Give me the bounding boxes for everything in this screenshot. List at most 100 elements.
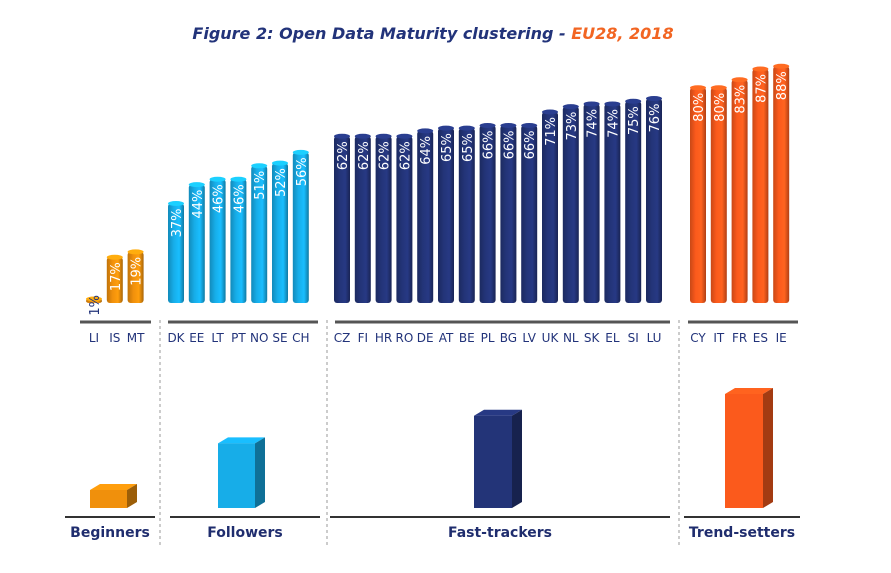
bar-LV	[521, 125, 538, 304]
bar-top	[354, 133, 371, 139]
box-side	[127, 484, 137, 508]
box-front	[218, 443, 255, 508]
title-highlight: EU28, 2018	[571, 24, 673, 43]
data-label: 65%	[461, 133, 476, 162]
bar-SI	[625, 101, 642, 303]
group-label: Beginners	[70, 525, 150, 541]
tick-label: BG	[500, 331, 517, 345]
data-label: 62%	[378, 141, 393, 170]
bar-top	[292, 149, 309, 155]
tick-label: IS	[109, 331, 120, 345]
tick-label: AT	[439, 331, 454, 345]
tick-label: LI	[89, 331, 99, 345]
bar-PT	[230, 179, 247, 303]
chart-title: Figure 2: Open Data Maturity clustering …	[192, 24, 673, 43]
bar-top	[752, 66, 769, 72]
bar-DE	[417, 130, 434, 303]
data-label: 46%	[232, 184, 247, 213]
bar-top	[272, 160, 288, 166]
data-label: 88%	[775, 71, 790, 100]
data-label: 80%	[713, 93, 728, 122]
bar-IE	[773, 66, 790, 303]
data-label: 1%	[88, 295, 103, 316]
bar-DK	[168, 203, 184, 303]
data-label: 76%	[648, 104, 663, 133]
title-main: Figure 2: Open Data Maturity clustering …	[192, 24, 571, 43]
bar-top	[710, 85, 727, 91]
data-label: 87%	[754, 74, 769, 103]
box-side	[255, 437, 265, 508]
tick-label: FI	[358, 331, 368, 345]
tick-label: MT	[127, 331, 145, 345]
tick-label: NL	[563, 331, 579, 345]
data-label: 71%	[544, 117, 559, 146]
tick-label: EE	[189, 331, 204, 345]
bar-top	[500, 122, 517, 128]
group-fast-trackers: 62% CZ 62% FI 62% HR 62% RO 64% DE 65% AT 65% BE 66% PL…	[330, 96, 670, 541]
data-label: 44%	[191, 190, 206, 219]
group-label: Followers	[207, 525, 283, 541]
tick-label: IE	[776, 331, 787, 345]
box-top	[218, 437, 265, 444]
data-label: 73%	[565, 112, 580, 141]
tick-label: SI	[628, 331, 639, 345]
box-front	[725, 394, 763, 508]
bar-top	[86, 296, 102, 302]
tick-label: EL	[605, 331, 620, 345]
data-label: 56%	[295, 157, 310, 186]
data-label: 65%	[440, 133, 455, 162]
tick-label: CH	[292, 331, 309, 345]
bar-top	[127, 249, 144, 255]
bar-top	[479, 122, 496, 128]
data-label: 62%	[357, 141, 372, 170]
bar-top	[690, 85, 706, 91]
data-label: 19%	[130, 257, 145, 286]
tick-label: ES	[753, 331, 768, 345]
bar-top	[209, 176, 226, 182]
box-top	[474, 409, 522, 416]
tick-label: HR	[375, 331, 392, 345]
tick-label: CY	[690, 331, 706, 345]
data-label: 83%	[734, 85, 749, 114]
bar-SE	[272, 163, 288, 303]
data-label: 66%	[482, 130, 497, 159]
bar-HR	[375, 136, 392, 303]
bar-CH	[292, 152, 309, 303]
tick-label: PT	[231, 331, 246, 345]
bar-RO	[396, 136, 413, 303]
bar-top	[604, 101, 621, 107]
tick-label: DK	[167, 331, 185, 345]
box-front	[90, 490, 127, 508]
tick-label: SE	[272, 331, 287, 345]
bar-IS	[106, 257, 123, 303]
bar-FR	[731, 79, 748, 303]
group-followers: 37% DK 44% EE 46% LT 46% PT 51% NO 52% SE 56% CH Follo…	[167, 149, 320, 541]
data-label: 37%	[170, 208, 185, 237]
tick-label: LU	[647, 331, 662, 345]
data-label: 75%	[627, 106, 642, 135]
data-label: 66%	[502, 130, 517, 159]
bar-top	[583, 101, 600, 107]
group-beginners: 1% LI 17% IS 19% MT Beginners	[65, 249, 155, 541]
bar-NL	[562, 106, 579, 303]
bar-FI	[354, 136, 371, 303]
group-label: Fast-trackers	[448, 525, 552, 541]
bar-top	[521, 122, 538, 128]
tick-label: DE	[417, 331, 434, 345]
data-label: 62%	[398, 141, 413, 170]
bar-top	[375, 133, 392, 139]
tick-label: IT	[713, 331, 725, 345]
bar-MT	[127, 251, 144, 303]
tick-label: FR	[732, 331, 747, 345]
tick-label: CZ	[334, 331, 351, 345]
bar-top	[230, 176, 247, 182]
bar-SK	[583, 103, 600, 303]
data-label: 62%	[336, 141, 351, 170]
bar-top	[562, 104, 579, 110]
bar-CZ	[334, 136, 350, 303]
bar-EL	[604, 103, 621, 303]
box-side	[512, 409, 522, 508]
bar-IT	[710, 87, 727, 303]
